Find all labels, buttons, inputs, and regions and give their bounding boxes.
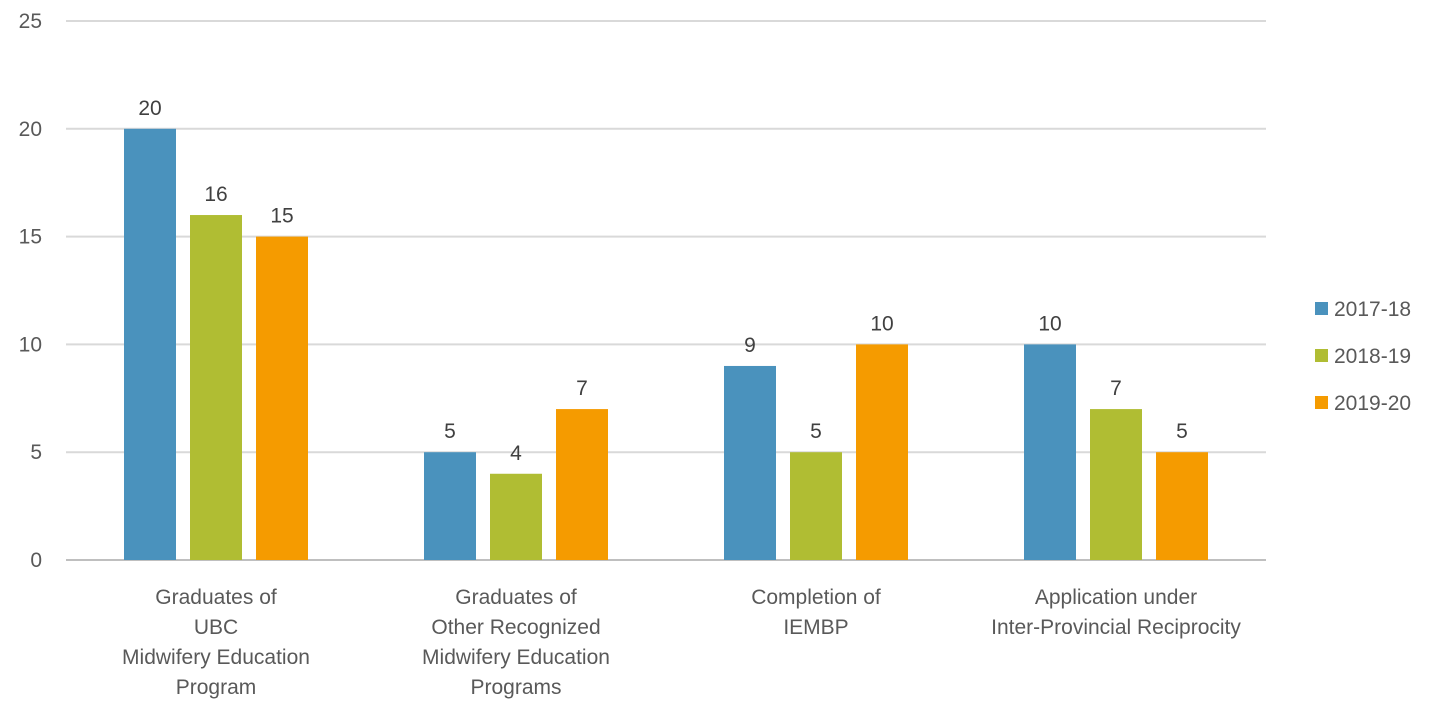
bar-2018-19-2 xyxy=(790,452,842,560)
bar-2017-18-1 xyxy=(424,452,476,560)
category-label: Graduates of UBC Midwifery Education Progra… xyxy=(122,586,310,699)
y-tick-label: 20 xyxy=(19,118,42,141)
y-tick-label: 0 xyxy=(30,549,42,572)
category-label: Graduates of Other Recognized Midwifery Ed… xyxy=(422,586,610,699)
legend: 2017-18 2018-19 2019-20 xyxy=(1315,298,1411,415)
data-label: 4 xyxy=(510,442,522,465)
data-label: 5 xyxy=(444,420,456,443)
y-tick-label: 25 xyxy=(19,10,42,33)
data-label: 5 xyxy=(810,420,822,443)
bar-2019-20-3 xyxy=(1156,452,1208,560)
bar-2018-19-1 xyxy=(490,473,542,560)
bar-2017-18-3 xyxy=(1024,344,1076,560)
gridlines xyxy=(66,20,1266,561)
data-label: 20 xyxy=(138,97,161,120)
bar-2017-18-2 xyxy=(724,365,776,560)
legend-label: 2018-19 xyxy=(1334,345,1411,368)
y-axis-ticks: 0 5 10 15 20 25 xyxy=(19,10,42,572)
legend-swatch xyxy=(1315,349,1328,362)
data-label: 7 xyxy=(1110,377,1122,400)
y-tick-label: 10 xyxy=(19,333,42,356)
y-tick-label: 15 xyxy=(19,226,42,249)
bar-2019-20-2 xyxy=(856,344,908,560)
category-label: Completion of IEMBP xyxy=(751,586,881,639)
data-label: 15 xyxy=(270,205,293,228)
data-label: 10 xyxy=(1038,312,1061,335)
data-label: 16 xyxy=(204,183,227,206)
data-labels: 20 5 9 10 16 4 5 7 15 7 10 5 xyxy=(138,97,1188,465)
data-label: 7 xyxy=(576,377,588,400)
bar-2018-19-0 xyxy=(190,215,242,561)
legend-swatch xyxy=(1315,396,1328,409)
bar-2017-18-0 xyxy=(124,128,176,561)
data-label: 9 xyxy=(744,334,756,357)
bar-2019-20-1 xyxy=(556,409,608,560)
bar-2018-19-3 xyxy=(1090,409,1142,560)
bars xyxy=(124,128,1208,561)
legend-swatch xyxy=(1315,302,1328,315)
legend-label: 2017-18 xyxy=(1334,298,1411,321)
y-tick-label: 5 xyxy=(30,441,42,464)
data-label: 10 xyxy=(870,312,893,335)
legend-label: 2019-20 xyxy=(1334,392,1411,415)
x-axis-category-labels: Graduates of UBC Midwifery Education Progra… xyxy=(122,586,1241,699)
category-label: Application under Inter-Provincial Recipr… xyxy=(991,586,1241,639)
data-label: 5 xyxy=(1176,420,1188,443)
bar-2019-20-0 xyxy=(256,236,308,560)
